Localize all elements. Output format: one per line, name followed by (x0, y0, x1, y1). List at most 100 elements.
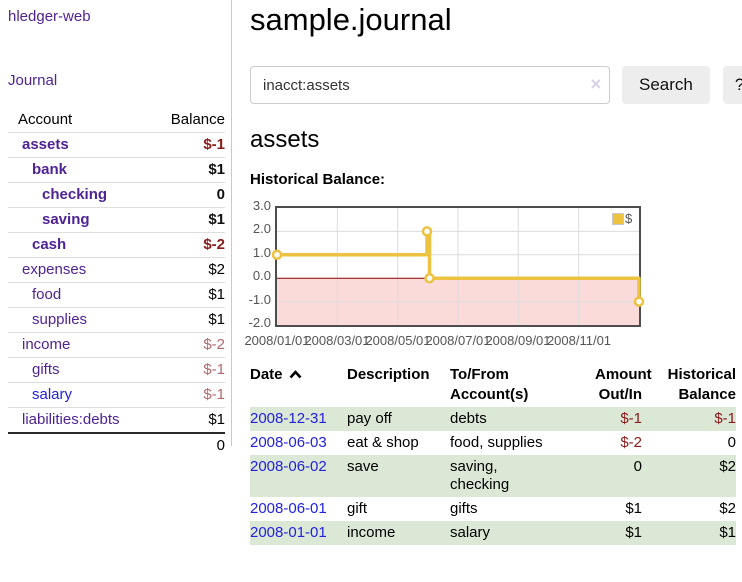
register-row: 2008-12-31 pay off debts $-1 $-1 (250, 407, 736, 431)
account-column-header: Account (18, 111, 73, 128)
account-row: cash $-2 (8, 232, 225, 258)
register-table: Date Description To/From Account(s) Amou… (250, 363, 736, 545)
y-tick: -1.0 (248, 292, 271, 307)
search-button[interactable]: Search (622, 66, 710, 104)
account-link-saving[interactable]: saving (42, 211, 90, 228)
account-link-gifts[interactable]: gifts (32, 361, 60, 378)
account-row: checking 0 (8, 182, 225, 208)
account-heading: assets (250, 126, 320, 153)
y-tick: 1.0 (252, 245, 271, 260)
chart-canvas (271, 208, 645, 325)
transaction-description: pay off (347, 410, 392, 427)
account-row: supplies $1 (8, 307, 225, 333)
accounts-header-line2: Account(s) (450, 386, 529, 403)
data-point-markers (271, 226, 645, 307)
account-link-supplies[interactable]: supplies (32, 311, 88, 328)
account-link-liabilities-debts[interactable]: liabilities:debts (22, 411, 120, 428)
account-balance: $2 (154, 257, 225, 283)
register-row: 2008-01-01 income salary $1 $1 (250, 521, 736, 545)
transaction-date-link[interactable]: 2008-12-31 (250, 410, 327, 427)
account-balance: $1 (154, 157, 225, 183)
amount-header-line2: Out/In (598, 386, 642, 403)
account-row: gifts $-1 (8, 357, 225, 383)
chart-legend: $ (612, 211, 632, 226)
account-link-income[interactable]: income (22, 336, 71, 353)
brand-link[interactable]: hledger-web (8, 8, 91, 25)
accounts-total-balance: 0 (154, 432, 225, 458)
transaction-amount: $-2 (620, 434, 642, 451)
transaction-date-link[interactable]: 2008-06-02 (250, 458, 327, 475)
transaction-description: eat & shop (347, 434, 419, 451)
account-row: bank $1 (8, 157, 225, 183)
x-tick: 2008/05/01 (365, 333, 431, 348)
balance-header-line2: Balance (678, 386, 736, 403)
sidebar: hledger-web Journal Account Balance asse… (0, 0, 232, 458)
transaction-balance: $2 (719, 500, 736, 517)
transaction-description: save (347, 458, 379, 475)
account-row: food $1 (8, 282, 225, 308)
transaction-accounts: salary (450, 524, 491, 541)
transaction-amount: 0 (633, 458, 642, 475)
x-tick: 2008/03/01 (304, 333, 370, 348)
account-balance: $-1 (154, 357, 225, 383)
account-row: assets $-1 (8, 132, 225, 158)
transaction-accounts: debts (450, 410, 487, 427)
amount-header: Amount Out/In (595, 363, 652, 407)
account-row: salary $-1 (8, 382, 225, 408)
account-row: saving $1 (8, 207, 225, 233)
legend-label: $ (625, 211, 633, 226)
account-balance: $1 (154, 282, 225, 308)
plot-area (271, 206, 645, 327)
balance-column-header: Balance (170, 111, 225, 128)
search-form: × Search ? (250, 66, 742, 104)
transaction-description: income (347, 524, 396, 541)
legend-swatch-icon (612, 212, 624, 225)
transaction-date-link[interactable]: 2008-06-01 (250, 500, 327, 517)
transaction-date-link[interactable]: 2008-06-03 (250, 434, 327, 451)
search-input[interactable] (250, 66, 610, 104)
register-row: 2008-06-03 eat & shop food, supplies $-2… (250, 431, 736, 455)
historical-balance-chart: 3.0 2.0 1.0 0.0 -1.0 -2.0 (244, 198, 737, 348)
x-tick: 2008/11/01 (546, 333, 612, 348)
accounts-total-row: 0 (8, 432, 225, 458)
account-balance: $1 (154, 207, 225, 233)
x-tick: 2008/07/01 (425, 333, 491, 348)
sidebar-item-journal[interactable]: Journal (8, 72, 58, 89)
accounts-header: To/From Account(s) (450, 363, 595, 407)
transaction-balance: $-1 (714, 410, 736, 427)
amount-header-line1: Amount (595, 366, 652, 383)
account-link-expenses[interactable]: expenses (22, 261, 87, 278)
account-link-food[interactable]: food (32, 286, 62, 303)
transaction-amount: $1 (625, 524, 642, 541)
accounts-header-line1: To/From (450, 366, 509, 383)
main-content: sample.journal × Search ? assets Histori… (244, 0, 742, 545)
sort-ascending-icon (289, 365, 302, 385)
transaction-description: gift (347, 500, 368, 517)
account-link-cash[interactable]: cash (32, 236, 67, 253)
account-link-bank[interactable]: bank (32, 161, 68, 178)
account-balance: $1 (154, 407, 225, 433)
x-tick: 2008/09/01 (485, 333, 551, 348)
help-button[interactable]: ? (722, 66, 742, 104)
transaction-amount: $1 (625, 500, 642, 517)
account-row: income $-2 (8, 332, 225, 358)
account-balance: $-1 (154, 132, 225, 158)
account-link-assets[interactable]: assets (22, 136, 69, 153)
account-balance: $-2 (154, 232, 225, 258)
transaction-balance: $2 (719, 458, 736, 475)
accounts-table: Account Balance assets $-1 bank $1 check… (8, 108, 225, 458)
transaction-date-link[interactable]: 2008-01-01 (250, 524, 327, 541)
balance-header: Historical Balance (642, 363, 736, 407)
transaction-accounts: gifts (450, 500, 478, 517)
account-row: liabilities:debts $1 (8, 407, 225, 433)
register-header-row: Date Description To/From Account(s) Amou… (250, 363, 736, 407)
account-link-checking[interactable]: checking (42, 186, 108, 203)
description-header: Description (347, 366, 430, 383)
y-tick: 3.0 (252, 198, 271, 213)
sort-by-date-header[interactable]: Date (250, 363, 347, 407)
date-header-label: Date (250, 366, 283, 383)
transaction-amount: $-1 (620, 410, 642, 427)
account-row: expenses $2 (8, 257, 225, 283)
account-link-salary[interactable]: salary (32, 386, 73, 403)
clear-search-icon[interactable]: × (590, 74, 601, 94)
